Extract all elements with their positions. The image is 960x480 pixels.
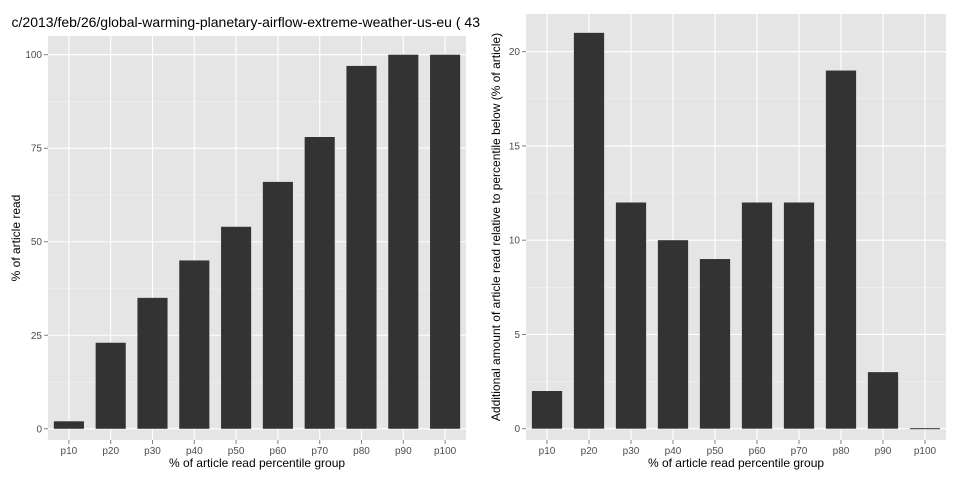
y-tick-label: 0 — [36, 424, 42, 435]
y-tick-label: 15 — [509, 141, 521, 152]
bar-p60 — [262, 181, 293, 429]
x-tick-label: p60 — [270, 446, 287, 457]
x-axis-label: % of article read percentile group — [648, 456, 824, 470]
x-tick-label: p60 — [749, 446, 766, 457]
bar-p30 — [137, 297, 168, 429]
bar-p90 — [388, 54, 419, 429]
bar-p70 — [304, 137, 335, 429]
y-tick-label: 10 — [509, 236, 521, 247]
y-tick-label: 100 — [25, 50, 42, 61]
bar-p20 — [573, 32, 605, 429]
x-tick-label: p80 — [833, 446, 850, 457]
x-tick-label: p70 — [791, 446, 808, 457]
chart-title: c/2013/feb/26/global-warming-planetary-a… — [11, 14, 480, 30]
bar-p50 — [699, 259, 731, 429]
x-tick-label: p70 — [311, 446, 328, 457]
y-axis-label: % of article read — [9, 195, 23, 282]
bar-p40 — [179, 260, 210, 429]
x-tick-label: p50 — [707, 446, 724, 457]
y-tick-label: 75 — [31, 144, 43, 155]
x-tick-label: p100 — [914, 446, 937, 457]
x-tick-label: p20 — [581, 446, 598, 457]
y-tick-label: 5 — [514, 330, 520, 341]
y-tick-label: 25 — [31, 331, 43, 342]
x-tick-label: p10 — [61, 446, 78, 457]
bar-p60 — [741, 202, 773, 429]
x-tick-label: p30 — [144, 446, 161, 457]
x-tick-label: p90 — [395, 446, 412, 457]
bar-p10 — [53, 421, 84, 429]
bar-p10 — [531, 390, 563, 429]
bar-p30 — [615, 202, 647, 429]
bar-p80 — [346, 65, 377, 429]
bar-p40 — [657, 240, 689, 429]
x-tick-label: p100 — [434, 446, 457, 457]
x-tick-label: p90 — [875, 446, 892, 457]
y-tick-label: 0 — [514, 424, 520, 435]
x-tick-label: p10 — [539, 446, 556, 457]
x-axis-label: % of article read percentile group — [169, 456, 345, 470]
x-tick-label: p80 — [353, 446, 370, 457]
bar-chart-additional-read: 0 5 10 15 20 p10 p20 p30 p40 p50 p60 p70 p80 p90 p100%… — [489, 14, 946, 470]
x-tick-label: p20 — [102, 446, 119, 457]
x-tick-label: p40 — [186, 446, 203, 457]
bar-p80 — [825, 70, 857, 429]
x-tick-label: p30 — [623, 446, 640, 457]
bar-chart-article-read: 0 25 50 75 100 p10 p20 p30 p40 p50 p60 p70 p80 p90 p10… — [9, 36, 466, 470]
bar-p90 — [867, 372, 899, 429]
x-tick-label: p40 — [665, 446, 682, 457]
bar-p50 — [221, 226, 252, 429]
x-tick-label: p50 — [228, 446, 245, 457]
y-axis-label: Additional amount of article read relati… — [489, 33, 503, 421]
y-tick-label: 20 — [509, 47, 521, 58]
bar-p100 — [430, 54, 461, 429]
y-tick-label: 50 — [31, 237, 43, 248]
bar-p70 — [783, 202, 815, 429]
bar-p100 — [909, 428, 941, 430]
bar-p20 — [95, 342, 126, 429]
